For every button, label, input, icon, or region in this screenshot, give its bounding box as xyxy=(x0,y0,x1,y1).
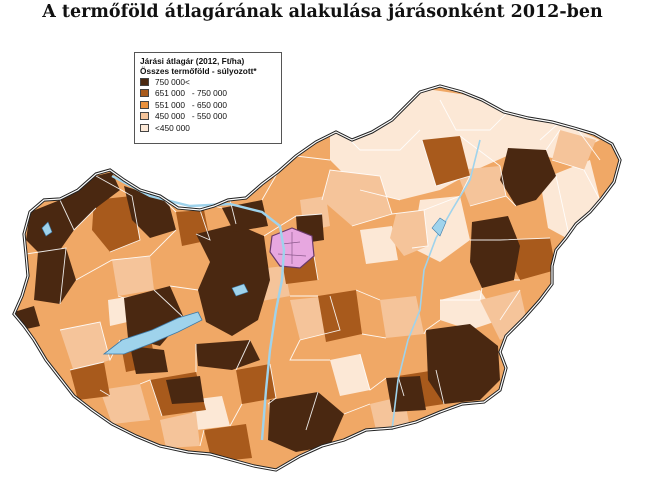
district xyxy=(222,200,268,232)
district xyxy=(470,216,520,288)
legend-label: 651 000 - 750 000 xyxy=(155,88,227,99)
legend: Járási átlagár (2012, Ft/ha) Összes term… xyxy=(134,52,282,144)
district xyxy=(322,170,392,226)
district xyxy=(390,210,428,256)
district xyxy=(318,290,362,342)
district xyxy=(166,376,204,404)
legend-swatch xyxy=(140,112,149,121)
district xyxy=(130,346,168,374)
legend-entry: 750 000< xyxy=(140,76,277,88)
district xyxy=(422,136,470,186)
legend-entry: <450 000 xyxy=(140,122,277,134)
legend-subtitle: Összes termőföld - súlyozott* xyxy=(140,66,257,76)
lake-ferto xyxy=(41,221,53,237)
legend-title: Járási átlagár (2012, Ft/ha) xyxy=(140,56,245,66)
lake-balaton xyxy=(102,311,203,355)
district xyxy=(386,376,426,412)
lake-tisza xyxy=(431,217,447,237)
legend-label: <450 000 xyxy=(155,122,190,133)
district xyxy=(236,364,276,404)
map-title: A termőföld átlagárának alakulása járáso… xyxy=(42,2,603,22)
legend-swatch xyxy=(140,89,149,98)
district xyxy=(160,412,200,448)
district xyxy=(204,424,252,462)
district-borders xyxy=(25,99,601,447)
district xyxy=(426,324,500,404)
legend-swatch xyxy=(140,77,149,86)
district xyxy=(196,224,270,336)
legend-label: 551 000 - 650 000 xyxy=(155,99,227,110)
district xyxy=(112,256,154,296)
district xyxy=(268,392,344,452)
district xyxy=(500,148,556,206)
legend-label: 750 000< xyxy=(155,76,190,87)
district xyxy=(100,384,150,424)
legend-entry: 551 000 - 650 000 xyxy=(140,99,277,111)
legend-swatch xyxy=(140,100,149,109)
district xyxy=(60,322,110,372)
danube-river xyxy=(111,174,286,441)
district xyxy=(360,226,398,264)
legend-label: 450 000 - 550 000 xyxy=(155,111,227,122)
water-features xyxy=(111,139,481,441)
lake-velence xyxy=(231,283,249,297)
district xyxy=(196,340,260,370)
legend-swatch xyxy=(140,123,149,132)
legend-entry: 651 000 - 750 000 xyxy=(140,88,277,100)
district xyxy=(34,248,76,304)
district xyxy=(92,196,140,252)
tisza-river xyxy=(391,139,481,431)
legend-entry: 450 000 - 550 000 xyxy=(140,111,277,123)
district xyxy=(330,354,370,396)
